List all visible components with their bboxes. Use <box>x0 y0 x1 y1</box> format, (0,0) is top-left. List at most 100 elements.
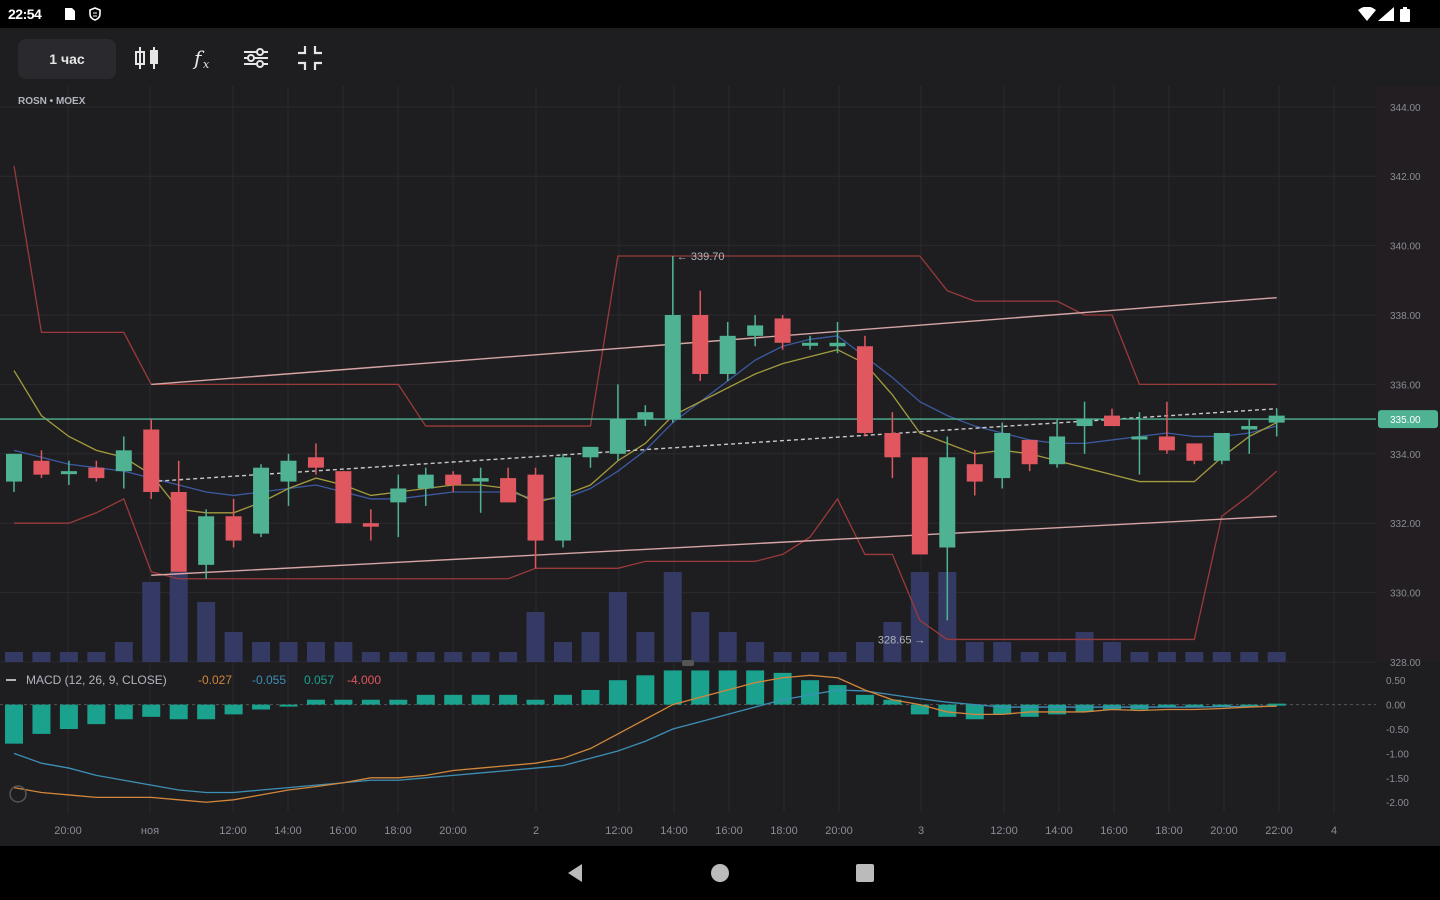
time-tick-label: 12:00 <box>605 825 633 837</box>
candle[interactable] <box>1076 401 1093 454</box>
time-tick-label: 16:00 <box>329 825 357 837</box>
candle[interactable] <box>1049 419 1066 468</box>
time-tick-label: 16:00 <box>715 825 743 837</box>
candle[interactable] <box>88 460 105 482</box>
candle[interactable] <box>609 384 626 461</box>
candles[interactable] <box>6 256 1285 621</box>
candle[interactable] <box>1158 401 1175 454</box>
candle-body <box>966 464 983 482</box>
candle[interactable] <box>829 321 846 354</box>
candle[interactable] <box>582 446 599 468</box>
candle[interactable] <box>1104 408 1120 427</box>
macd-histogram-bar <box>663 670 682 705</box>
price-axis[interactable]: 344.00 342.00 340.00 338.00 336.00 334.00 332.… <box>1376 86 1440 669</box>
candle[interactable] <box>417 467 434 506</box>
candle[interactable] <box>143 419 160 499</box>
candle[interactable] <box>802 335 819 350</box>
candle[interactable] <box>170 460 187 572</box>
candle[interactable] <box>1186 443 1203 465</box>
candle[interactable] <box>115 436 132 489</box>
indicators-button[interactable]: f x <box>184 40 220 76</box>
volume-bar <box>554 642 572 662</box>
pane-resize-handle[interactable] <box>682 660 694 666</box>
time-tick-label: 12:00 <box>219 825 247 837</box>
candle[interactable] <box>1268 408 1285 437</box>
candle[interactable] <box>774 315 791 350</box>
macd-axis[interactable]: 0.50 0.00 -0.50 -1.00 -1.50 -2.00 <box>1386 676 1409 809</box>
candle[interactable] <box>664 256 681 423</box>
chart-canvas[interactable]: 344.00342.00340.00338.00336.00334.00332.… <box>0 86 1440 846</box>
candle-body <box>637 412 654 420</box>
candle[interactable] <box>335 471 352 524</box>
fullscreen-button[interactable] <box>292 40 328 76</box>
candle[interactable] <box>747 315 764 347</box>
candle[interactable] <box>198 509 215 579</box>
back-icon[interactable] <box>566 863 586 883</box>
macd-histogram-bar <box>224 704 243 715</box>
sliders-icon <box>244 48 268 68</box>
navigation-bar <box>0 846 1440 900</box>
candle-body <box>884 432 901 458</box>
candle[interactable] <box>527 467 544 569</box>
battery-icon <box>1400 7 1410 22</box>
macd-histogram-bar <box>581 689 600 705</box>
candle-body <box>417 474 434 489</box>
candle[interactable] <box>225 498 242 548</box>
macd-histogram-bar <box>1157 704 1176 708</box>
candle[interactable] <box>1213 432 1230 465</box>
volume-bar <box>1185 652 1204 662</box>
home-icon[interactable] <box>710 863 730 883</box>
fullscreen-icon <box>298 46 322 70</box>
candle[interactable] <box>856 335 873 437</box>
candle[interactable] <box>719 321 736 381</box>
volume-bar <box>197 602 216 662</box>
macd-tick-label: -1.50 <box>1386 774 1409 785</box>
interval-button[interactable]: 1 час <box>18 39 116 79</box>
volume-bar <box>306 642 325 662</box>
macd-histogram-bar <box>773 672 792 705</box>
candle[interactable] <box>390 474 407 538</box>
candle[interactable] <box>994 422 1011 489</box>
candle-body <box>719 335 736 374</box>
candle[interactable] <box>884 412 901 479</box>
candle[interactable] <box>33 450 50 479</box>
candle-body <box>307 457 324 468</box>
candle[interactable] <box>280 453 297 506</box>
candle[interactable] <box>1241 419 1258 454</box>
candle-body <box>1131 436 1148 440</box>
candle[interactable] <box>6 453 22 492</box>
candle[interactable] <box>253 464 270 538</box>
candle[interactable] <box>307 443 324 475</box>
volume-bar <box>883 622 902 662</box>
volume-bar <box>416 652 435 662</box>
volume-bar <box>5 652 23 662</box>
candle[interactable] <box>911 457 928 555</box>
candle[interactable] <box>966 450 983 496</box>
macd-histogram-bar <box>636 675 655 705</box>
candle[interactable] <box>445 471 462 492</box>
chart-type-button[interactable] <box>130 40 166 76</box>
candle[interactable] <box>1131 412 1148 475</box>
sma-line <box>13 335 1277 500</box>
time-axis[interactable]: 20:00 ноя 12:00 14:00 16:00 18:00 20:00 2 12:00 1… <box>54 825 1337 837</box>
candle[interactable] <box>939 436 956 621</box>
candle[interactable] <box>637 405 654 427</box>
candle[interactable] <box>472 467 489 513</box>
candle[interactable] <box>692 290 709 381</box>
candle[interactable] <box>60 460 77 486</box>
candle[interactable] <box>1021 439 1038 472</box>
recents-icon[interactable] <box>855 863 875 883</box>
macd-histogram-bar <box>855 694 874 705</box>
candle-body <box>1241 426 1258 430</box>
macd-pane[interactable] <box>0 670 1376 803</box>
chart-toolbar: 1 час f x <box>0 28 1440 86</box>
high-price-label: ← 339.70 <box>677 251 725 263</box>
candle[interactable] <box>362 509 379 541</box>
settings-button[interactable] <box>238 40 274 76</box>
macd-histogram-bar <box>306 699 325 705</box>
time-tick-label: 4 <box>1331 825 1337 837</box>
volume-bar <box>142 582 161 662</box>
candle[interactable] <box>500 467 517 503</box>
candle[interactable] <box>555 453 571 548</box>
time-tick-label: 20:00 <box>825 825 853 837</box>
